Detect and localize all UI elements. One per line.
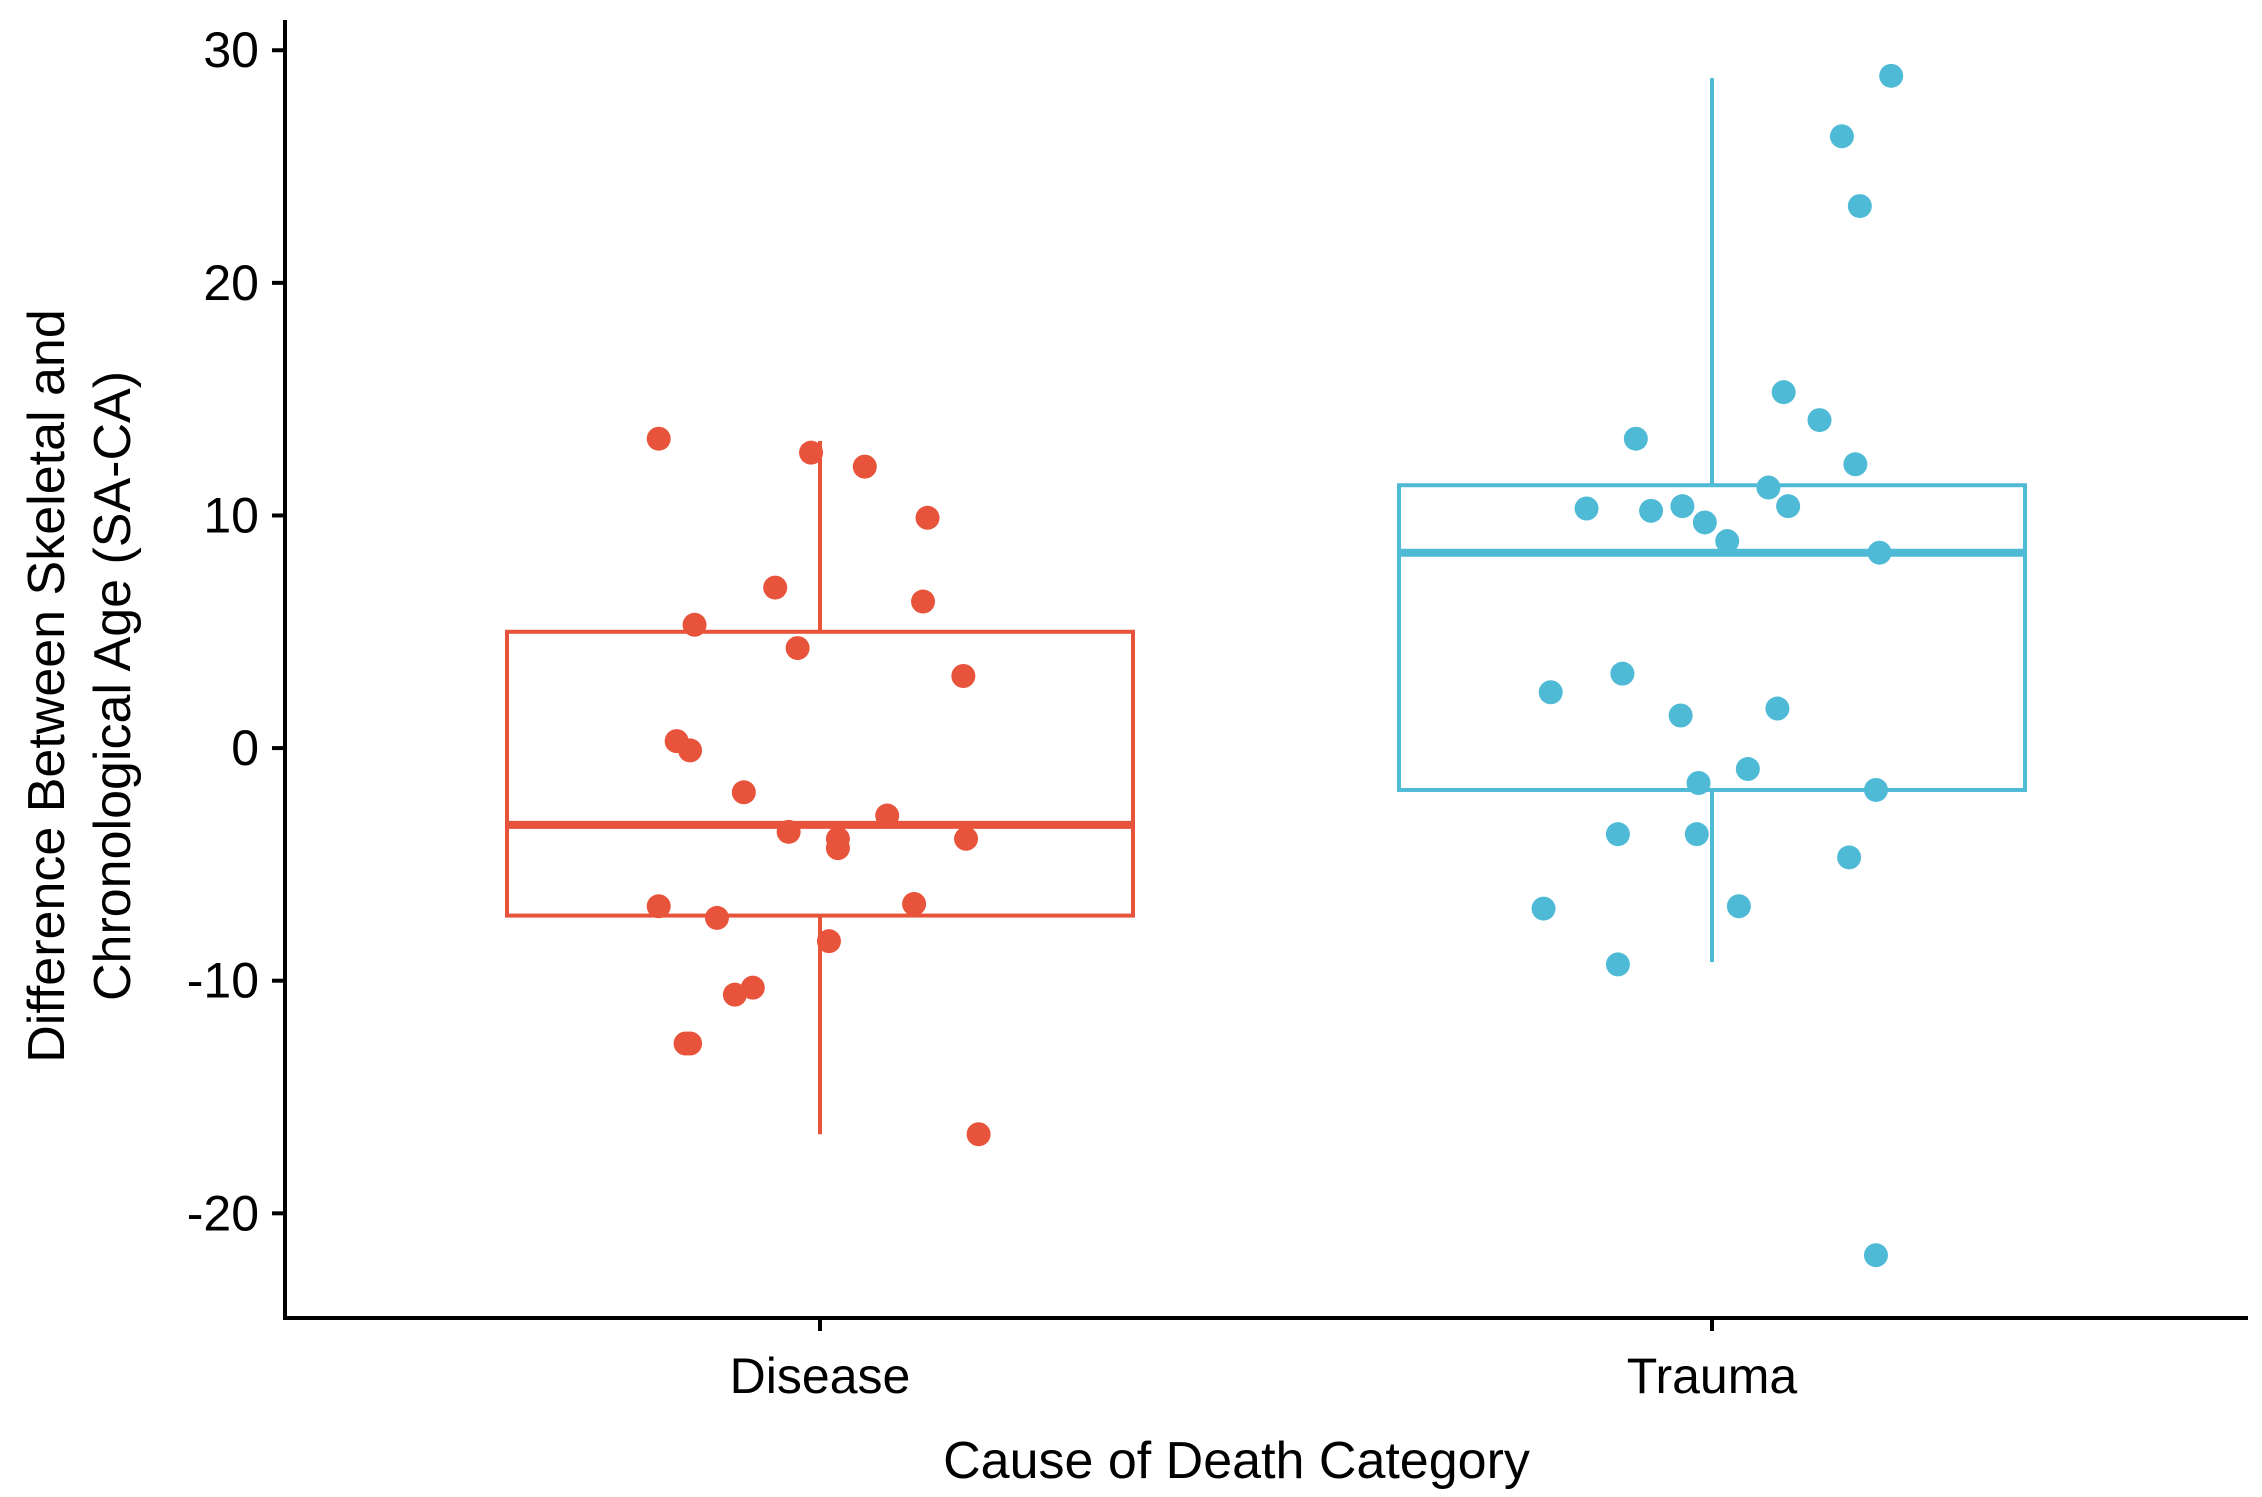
data-point (678, 1031, 703, 1056)
y-tick-label: -10 (187, 953, 259, 1009)
data-point (1538, 680, 1563, 705)
y-axis-title: Difference Between Skeletal and Chronolo… (18, 309, 142, 1063)
box (1397, 483, 2027, 792)
y-axis-title-line-1: Difference Between Skeletal and (18, 309, 76, 1063)
data-point (704, 905, 729, 930)
y-tick-label: 0 (231, 720, 259, 776)
data-point (954, 826, 979, 851)
y-axis-title-line-2: Chronological Age (SA-CA) (84, 371, 142, 1001)
data-point (1847, 194, 1872, 219)
data-point (825, 836, 850, 861)
data-point (776, 819, 801, 844)
data-point (1726, 894, 1751, 919)
data-point (1765, 696, 1790, 721)
data-point (763, 575, 788, 600)
data-point (1668, 703, 1693, 728)
data-point (1610, 661, 1635, 686)
data-point (816, 929, 841, 954)
box (505, 629, 1135, 918)
data-point (1531, 896, 1556, 921)
y-axis-ticks: 30 20 10 0 -10 -20 (187, 22, 285, 1241)
plot-area (505, 63, 2027, 1268)
data-point (1756, 475, 1781, 500)
data-point (1807, 408, 1832, 433)
data-point (785, 636, 810, 661)
y-tick-label: 20 (203, 255, 259, 311)
data-point (1843, 452, 1868, 477)
data-point (1771, 380, 1796, 405)
data-point (1684, 822, 1709, 847)
data-point (1686, 770, 1711, 795)
data-point (678, 738, 703, 763)
data-point (799, 440, 824, 465)
data-point (1574, 496, 1599, 521)
data-point (1735, 757, 1760, 782)
x-tick-label: Trauma (1627, 1348, 1798, 1404)
data-point (1605, 822, 1630, 847)
data-point (1623, 426, 1648, 451)
data-point (911, 589, 936, 614)
data-point (915, 505, 940, 530)
data-point (722, 982, 747, 1007)
data-point (966, 1122, 991, 1147)
data-point (951, 663, 976, 688)
data-point (731, 780, 756, 805)
data-point (902, 891, 927, 916)
data-point (852, 454, 877, 479)
data-point (1863, 1243, 1888, 1268)
y-tick-label: 30 (203, 22, 259, 78)
y-tick-label: -20 (187, 1185, 259, 1241)
data-point (682, 612, 707, 637)
x-axis-ticks: Disease Trauma (730, 1318, 1798, 1404)
data-point (1715, 529, 1740, 554)
data-point (1879, 63, 1904, 88)
data-point (1605, 952, 1630, 977)
data-point (646, 426, 671, 451)
x-axis-title: Cause of Death Category (943, 1432, 1530, 1490)
data-point (646, 894, 671, 919)
data-point (1670, 494, 1695, 519)
series-trauma (1397, 63, 2027, 1268)
data-point (1837, 845, 1862, 870)
data-point (1867, 540, 1892, 565)
x-tick-label: Disease (730, 1348, 911, 1404)
data-point (1829, 124, 1854, 149)
data-point (1692, 510, 1717, 535)
data-point (1639, 498, 1664, 523)
series-disease (505, 426, 1135, 1147)
y-tick-label: 10 (203, 487, 259, 543)
data-point (1776, 494, 1801, 519)
data-point (875, 803, 900, 828)
data-point (1863, 777, 1888, 802)
